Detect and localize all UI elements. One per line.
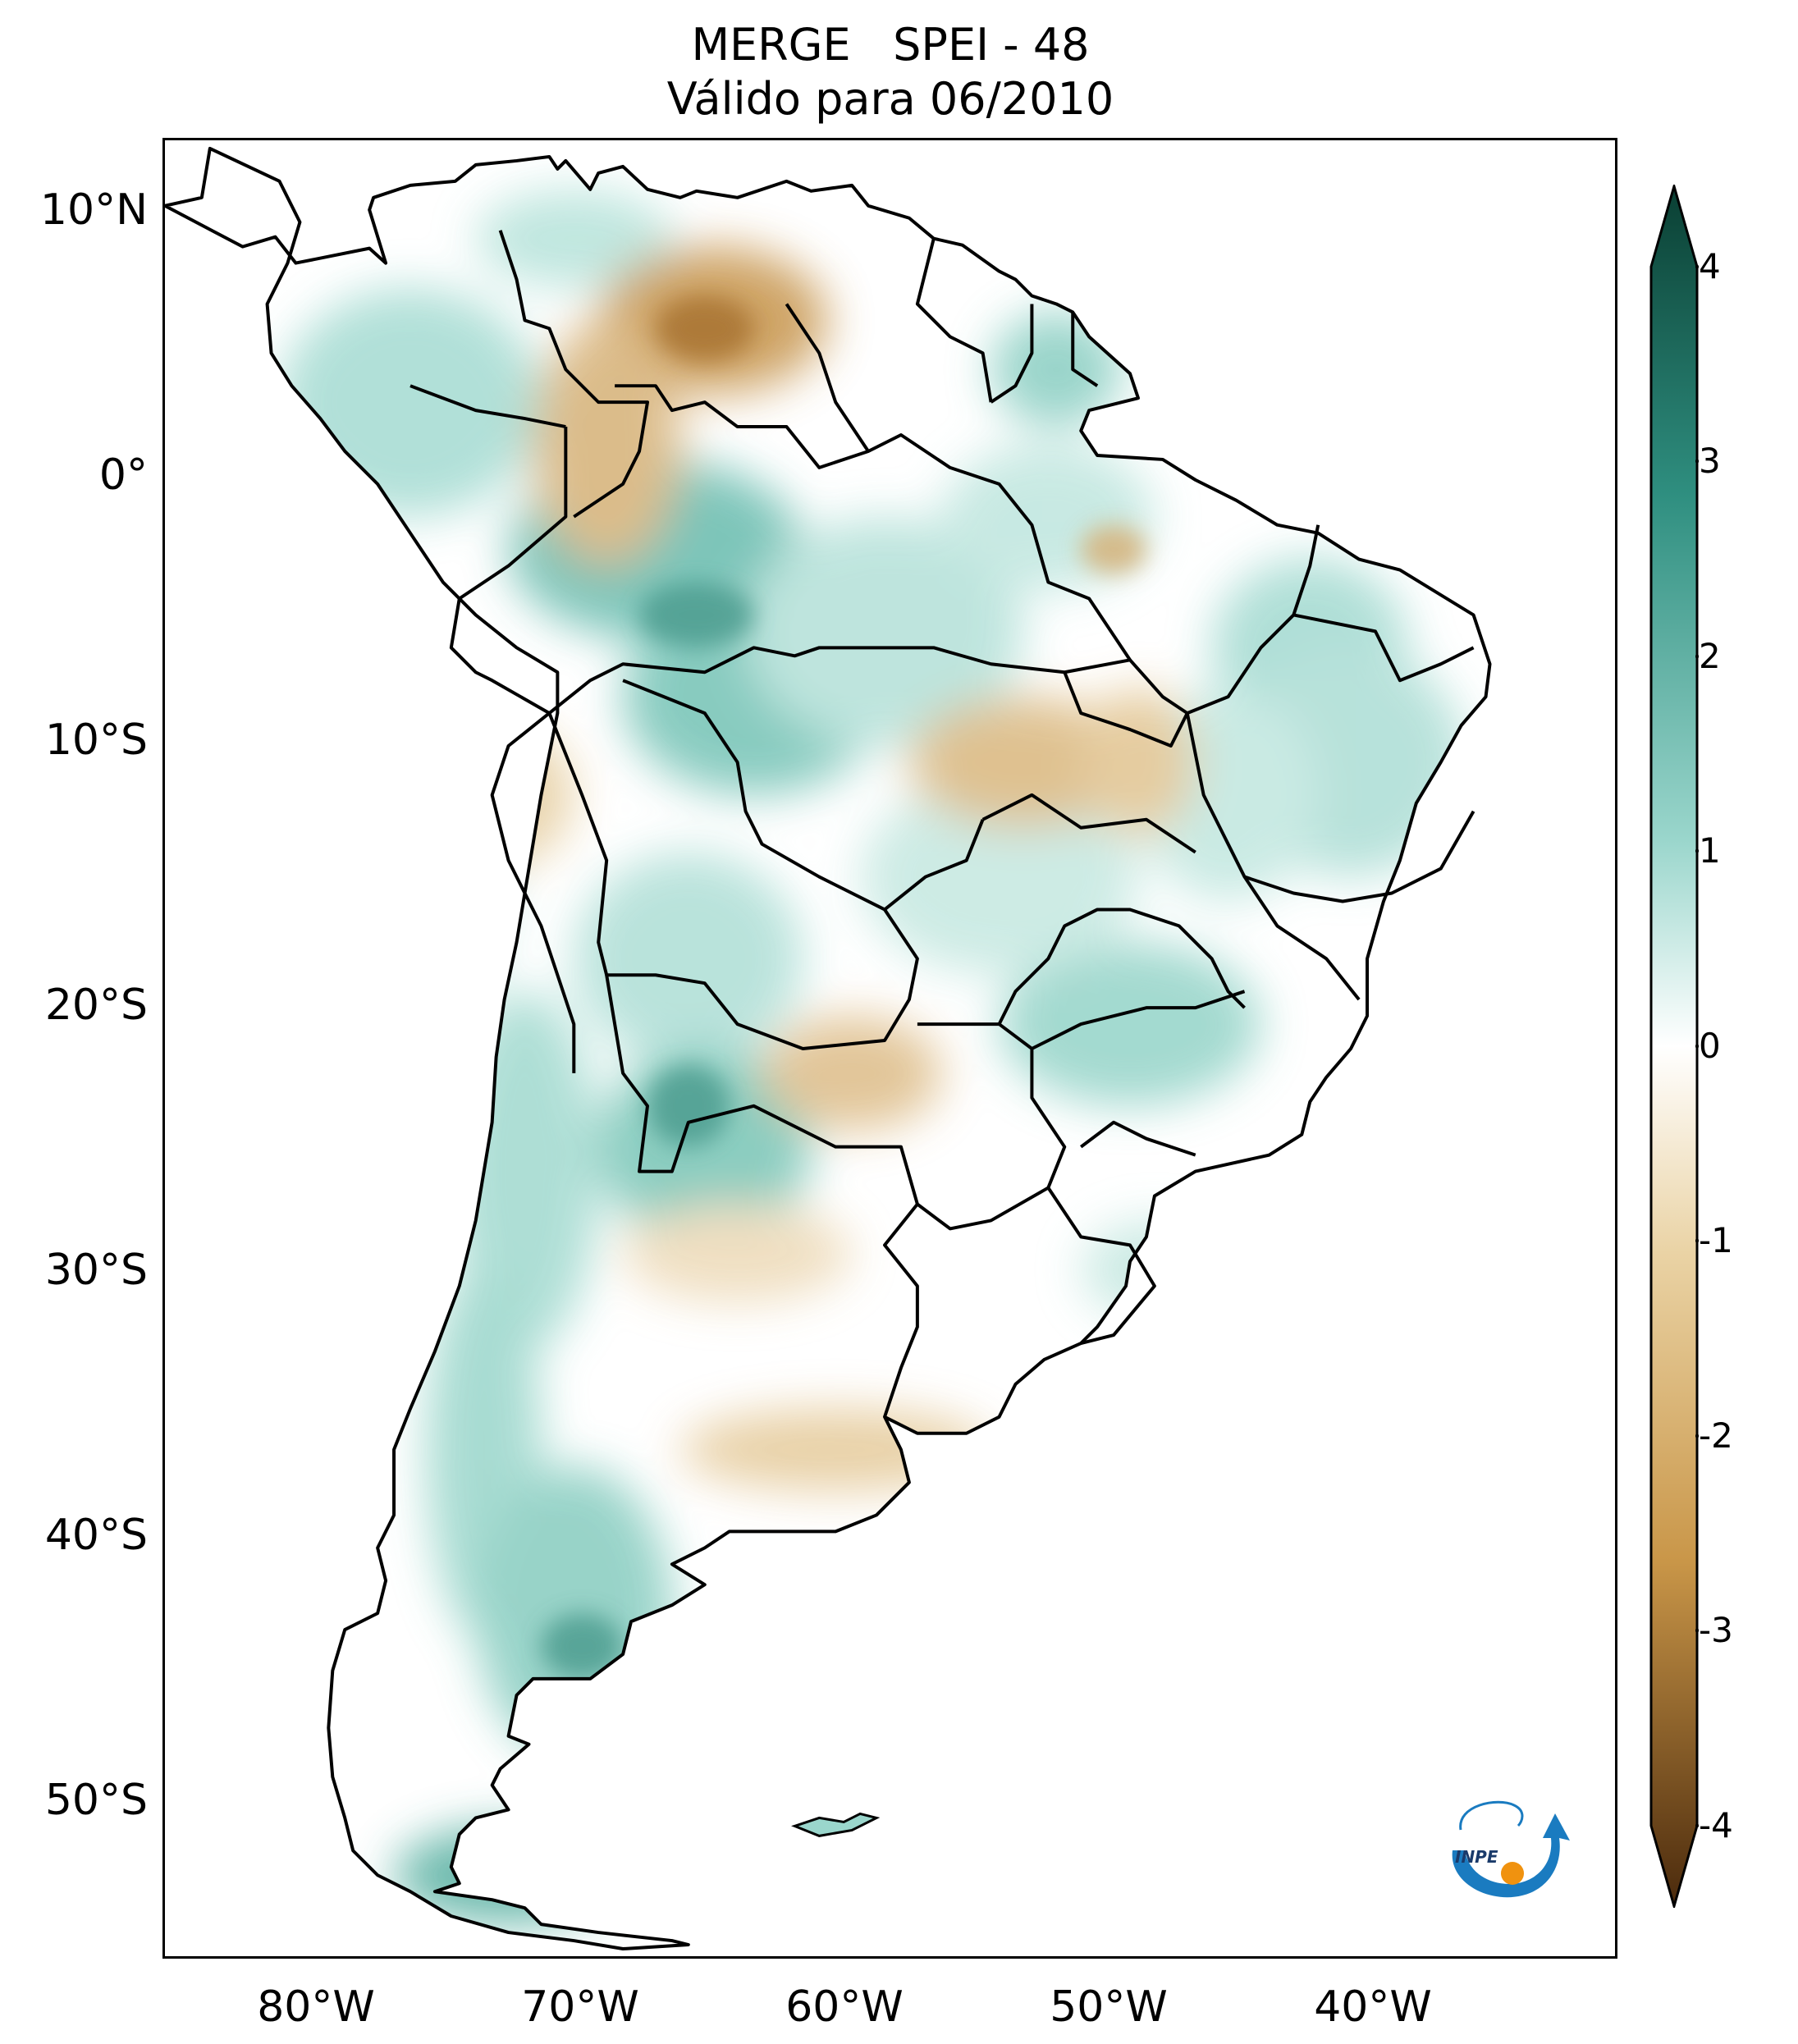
colorbar-tick-4: 4 bbox=[1699, 246, 1721, 286]
colorbar-tick-minus-4: -4 bbox=[1699, 1805, 1733, 1845]
lon-label-70w: 70°W bbox=[521, 1982, 639, 2032]
colorbar bbox=[1649, 185, 1699, 1908]
country-borders bbox=[165, 146, 1492, 1951]
lat-label-0: 0° bbox=[98, 450, 148, 500]
lat-label-10n: 10°N bbox=[39, 185, 148, 235]
colorbar-tick-minus-2: -2 bbox=[1699, 1415, 1733, 1456]
lat-label-20s: 20°S bbox=[44, 981, 148, 1030]
map-title: MERGE SPEI - 48 Válido para 06/2010 bbox=[164, 18, 1617, 126]
lon-label-40w: 40°W bbox=[1314, 1982, 1432, 2032]
lon-label-60w: 60°W bbox=[785, 1982, 904, 2032]
inpe-logo-icon: INPE bbox=[1452, 1800, 1570, 1898]
colorbar-tick-0: 0 bbox=[1699, 1026, 1721, 1066]
colorbar-tick-3: 3 bbox=[1699, 441, 1721, 481]
lat-label-10s: 10°S bbox=[44, 716, 148, 765]
south-america-map bbox=[165, 146, 1492, 1951]
colorbar-tick-2: 2 bbox=[1699, 636, 1721, 676]
lon-label-80w: 80°W bbox=[257, 1982, 375, 2032]
lon-label-50w: 50°W bbox=[1050, 1982, 1168, 2032]
lat-label-30s: 30°S bbox=[44, 1246, 148, 1295]
colorbar-tick-minus-1: -1 bbox=[1699, 1220, 1733, 1260]
title-line-2: Válido para 06/2010 bbox=[666, 73, 1114, 125]
colorbar-tick-minus-3: -3 bbox=[1699, 1610, 1733, 1650]
falkland-islands bbox=[791, 1812, 881, 1837]
colorbar-tick-1: 1 bbox=[1699, 830, 1721, 871]
spei-field bbox=[165, 148, 1490, 1950]
lat-label-50s: 50°S bbox=[44, 1776, 148, 1825]
lat-label-40s: 40°S bbox=[44, 1511, 148, 1560]
map-panel bbox=[162, 138, 1617, 1959]
svg-text:INPE: INPE bbox=[1455, 1847, 1498, 1867]
title-line-1: MERGE SPEI - 48 bbox=[691, 19, 1090, 71]
